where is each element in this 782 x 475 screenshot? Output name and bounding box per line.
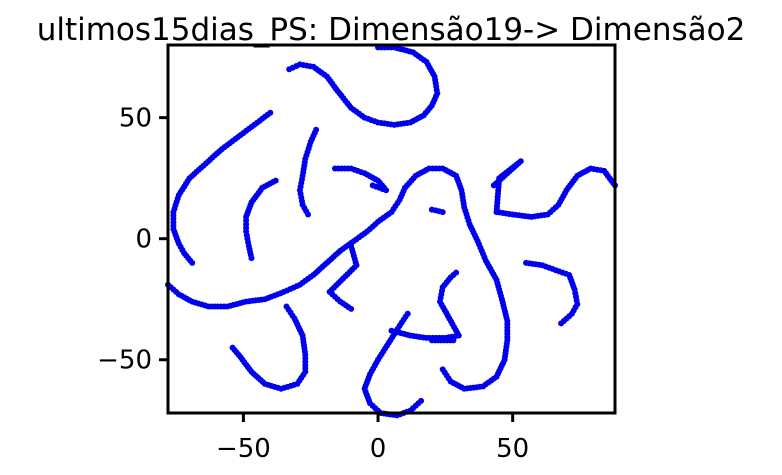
scatter-point: [229, 344, 236, 351]
x-tick-label: 50: [496, 434, 529, 464]
scatter-point: [348, 305, 355, 312]
y-tick-label: −50: [97, 346, 152, 376]
scatter-point: [453, 269, 460, 276]
scatter-point: [189, 259, 196, 266]
plot-frame: [166, 43, 617, 415]
y-tick-label: 50: [119, 104, 152, 134]
scatter-point: [369, 182, 376, 189]
chart-title: ultimos15dias_PS: Dimensão19-> Dimensão2: [37, 12, 746, 48]
scatter-point: [428, 337, 435, 344]
y-axis: −50 0 50: [97, 104, 168, 376]
scatter-point: [305, 211, 311, 218]
scatter-point: [439, 366, 446, 373]
scatter-point: [558, 320, 565, 327]
y-tick-label: 0: [135, 225, 152, 255]
x-axis: −50 0 50: [216, 413, 529, 464]
scatter-points: [165, 44, 618, 419]
x-tick-label: 0: [370, 434, 387, 464]
scatter-point: [248, 255, 255, 262]
scatter-point: [439, 209, 446, 216]
scatter-point: [418, 397, 425, 404]
x-tick-label: −50: [216, 434, 271, 464]
